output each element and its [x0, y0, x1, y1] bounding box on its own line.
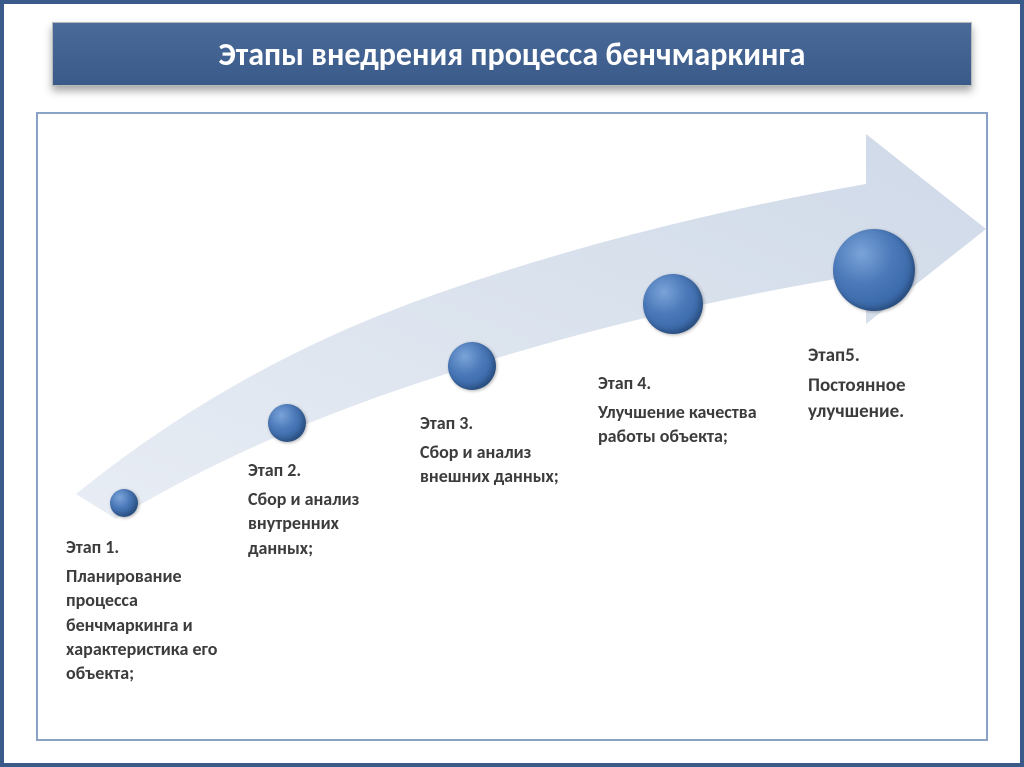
stage-4-title: Этап 4.	[598, 372, 778, 394]
outer-frame: Этапы внедрения процесса бенчмаркинга Эт…	[0, 0, 1024, 767]
stage-4-desc: Улучшение качества работы объекта;	[598, 400, 778, 449]
title-bar: Этапы внедрения процесса бенчмаркинга	[52, 22, 972, 86]
stage-dot-5	[833, 229, 915, 311]
stage-3: Этап 3. Сбор и анализ внешних данных;	[420, 412, 580, 489]
stage-2-desc: Сбор и анализ внутренних данных;	[248, 487, 408, 560]
stage-1: Этап 1. Планирование процесса бенчмаркин…	[66, 536, 236, 685]
stage-2-title: Этап 2.	[248, 459, 408, 481]
stage-dot-3	[448, 342, 496, 390]
stage-dot-1	[110, 489, 138, 517]
stage-5: Этап5. Постоянное улучшение.	[808, 344, 968, 424]
stage-5-title: Этап5.	[808, 344, 968, 367]
stage-3-title: Этап 3.	[420, 412, 580, 434]
content-frame: Этап 1. Планирование процесса бенчмаркин…	[36, 112, 988, 741]
stage-dot-4	[643, 274, 703, 334]
stage-dot-2	[268, 404, 306, 442]
stage-5-desc: Постоянное улучшение.	[808, 373, 968, 424]
stage-3-desc: Сбор и анализ внешних данных;	[420, 440, 580, 489]
stage-1-desc: Планирование процесса бенчмаркинга и хар…	[66, 564, 236, 685]
slide-title: Этапы внедрения процесса бенчмаркинга	[219, 35, 806, 74]
stage-1-title: Этап 1.	[66, 536, 236, 558]
stage-2: Этап 2. Сбор и анализ внутренних данных;	[248, 459, 408, 560]
stage-4: Этап 4. Улучшение качества работы объект…	[598, 372, 778, 449]
